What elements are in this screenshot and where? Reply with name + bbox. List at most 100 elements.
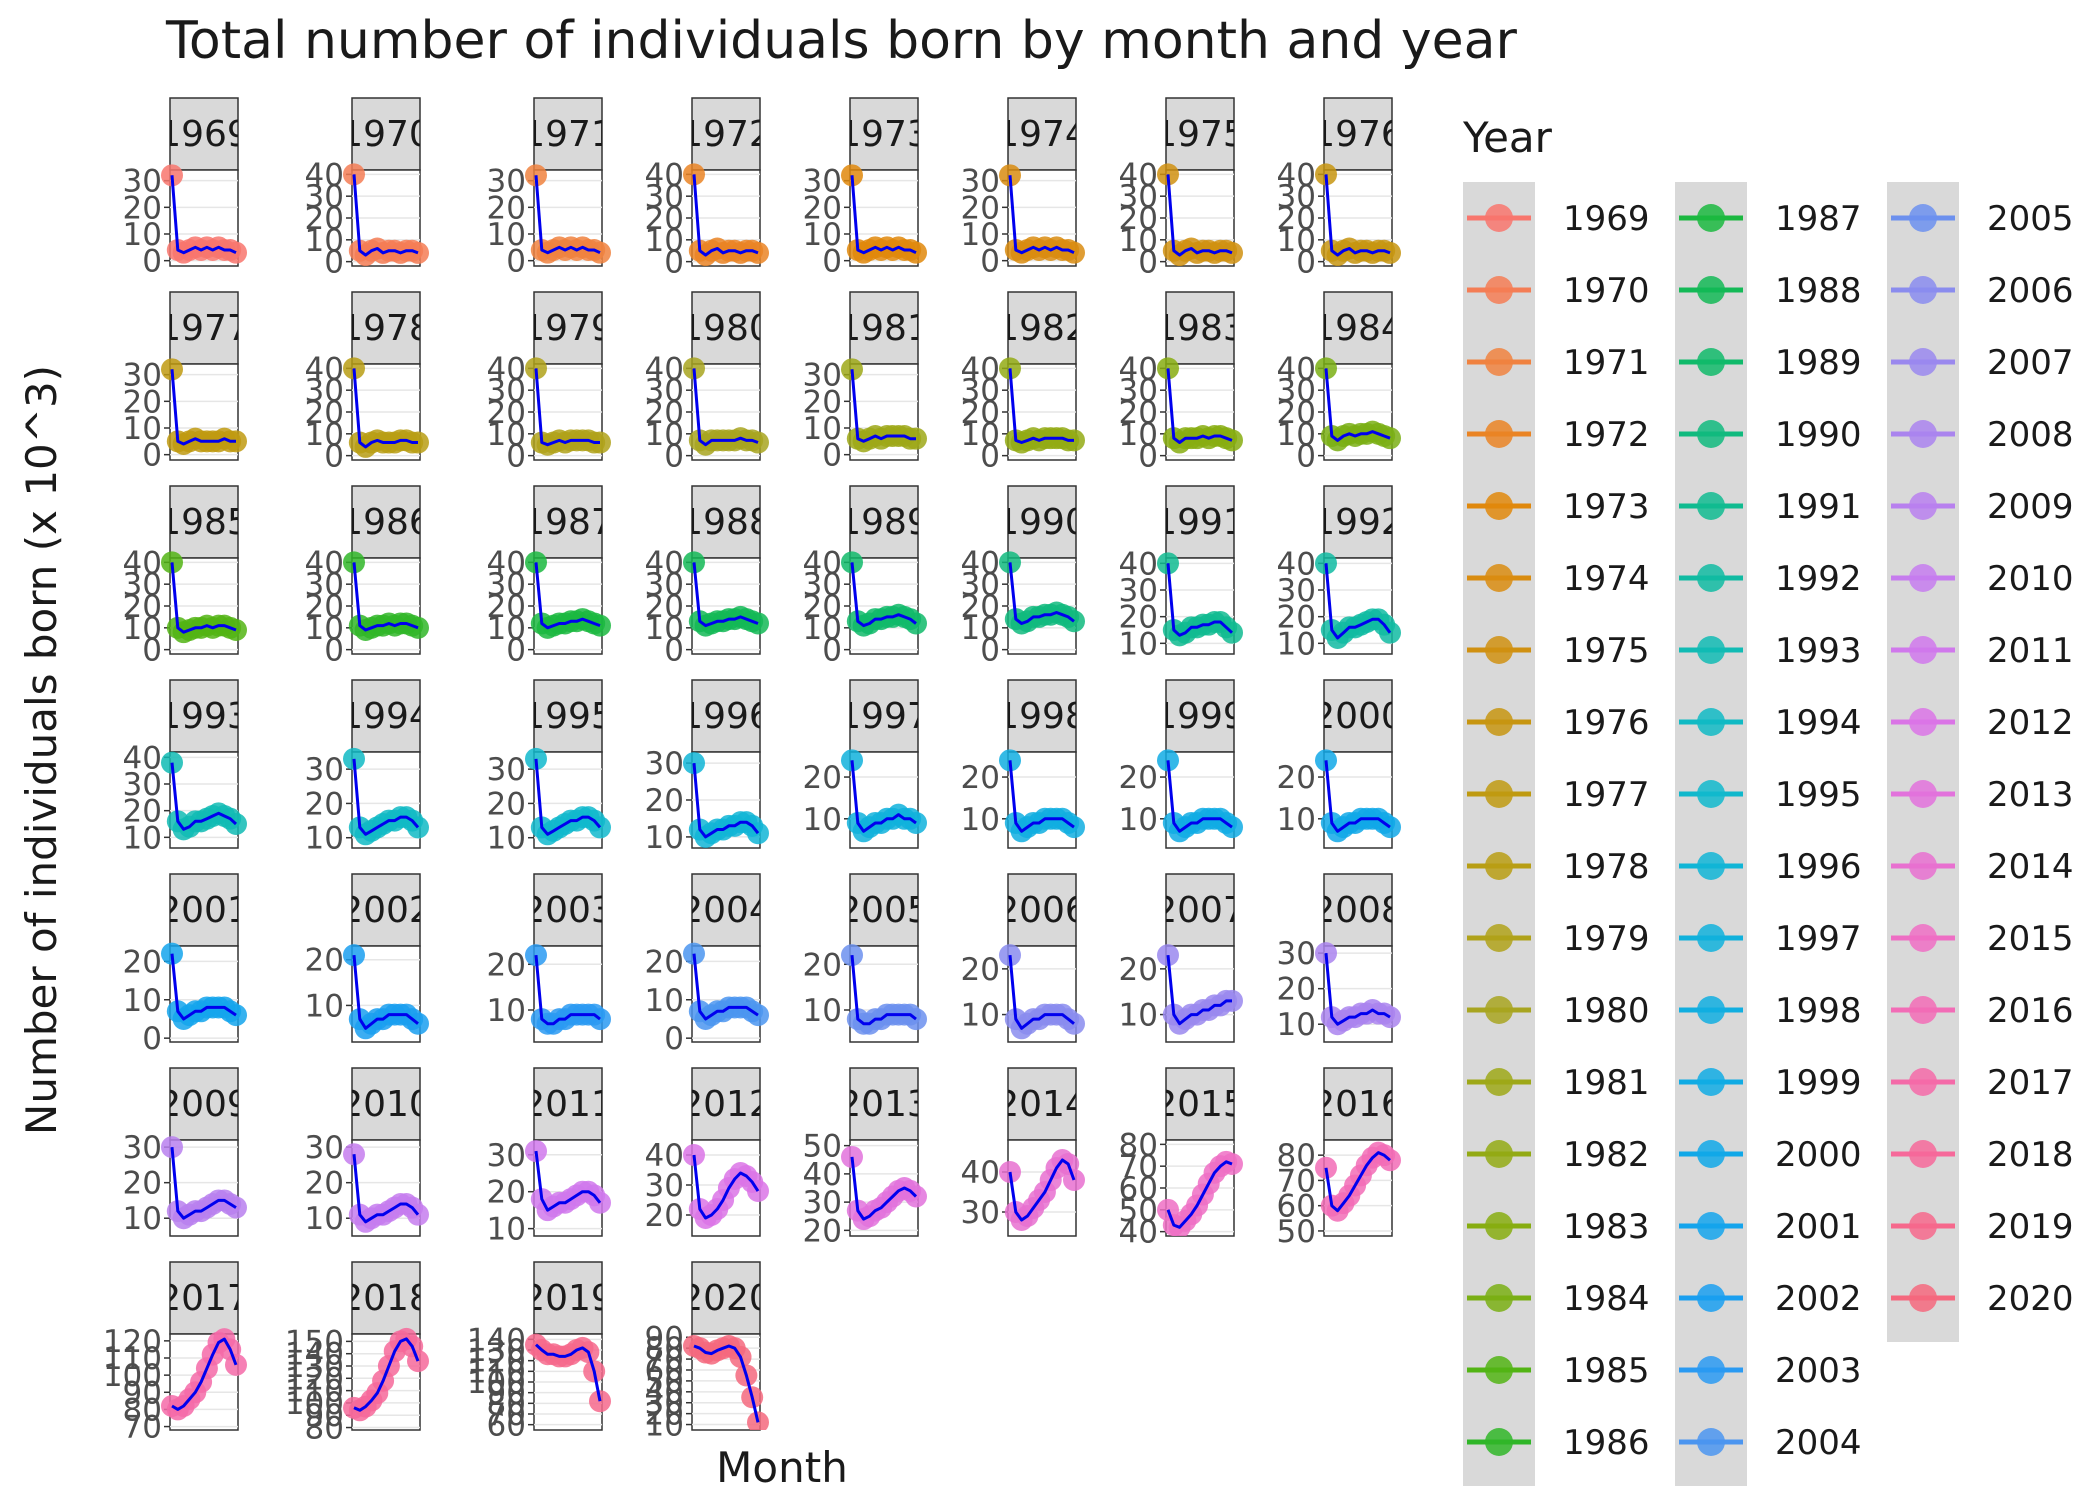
strip-label: 1985 (158, 502, 250, 543)
legend-item-1977: 1977 (1467, 775, 1650, 815)
smooth-line-2011 (534, 1150, 602, 1212)
y-tick-label: 20 (487, 786, 526, 822)
y-tick-label: 40 (487, 545, 526, 581)
legend-label: 1990 (1775, 415, 1862, 455)
strip-label: 2007 (1154, 890, 1246, 931)
y-tick-label: 40 (1277, 546, 1316, 582)
strip-background (1007, 679, 1077, 753)
legend-label: 2019 (1987, 1207, 2074, 1247)
strip-background (1007, 873, 1077, 947)
facet-panel-2002: 2002 10 20 (305, 873, 429, 1043)
strip-label: 1996 (680, 696, 772, 737)
legend-point (1485, 1068, 1513, 1096)
smooth-line-2010 (352, 1154, 420, 1224)
y-axis-label: Number of individuals born (x 10^3) (17, 365, 66, 1135)
y-tick-label: 30 (487, 752, 526, 788)
smooth-line-1990 (1008, 562, 1075, 625)
y-tick-label: 40 (1119, 546, 1158, 582)
smooth-line-1991 (1166, 563, 1234, 637)
legend-point (1485, 348, 1513, 376)
legend-label: 2013 (1987, 775, 2074, 815)
strip-background (533, 485, 603, 559)
y-tick-label: 40 (487, 351, 526, 387)
y-tick-label: 130 (467, 1333, 526, 1369)
data-point (343, 357, 365, 380)
y-tick-label: 30 (487, 567, 526, 603)
points-1981 (841, 358, 927, 453)
facet-panel-1998: 1998 10 20 (961, 679, 1085, 849)
y-tick-label: 20 (123, 190, 162, 226)
y-tick-label: 120 (467, 1344, 526, 1380)
y-tick-label: 10 (487, 993, 526, 1029)
legend-label: 2005 (1987, 199, 2074, 239)
data-point (1063, 816, 1085, 839)
y-tick-label: 20 (1119, 952, 1158, 988)
y-tick-label: 10 (305, 417, 344, 453)
legend-point (1697, 996, 1725, 1024)
data-point (683, 752, 705, 775)
y-tick-label: 10 (1277, 417, 1316, 453)
legend-label: 1973 (1563, 487, 1650, 527)
y-tick-label: 20 (305, 395, 344, 431)
y-tick-label: 20 (305, 201, 344, 237)
data-point (161, 751, 183, 774)
strip-label: 1993 (158, 696, 250, 737)
smooth-line-1993 (170, 762, 238, 831)
y-tick-label: 40 (1119, 1215, 1158, 1251)
data-point (407, 241, 429, 264)
data-point (525, 357, 547, 380)
strip-label: 2011 (522, 1084, 614, 1125)
facet-panel-1999: 1999 10 20 (1119, 679, 1243, 849)
y-tick-label: 20 (645, 1397, 684, 1433)
strip-background (1007, 1067, 1077, 1141)
data-point (747, 1004, 769, 1027)
legend-point (1697, 1140, 1725, 1168)
legend-label: 1994 (1775, 703, 1862, 743)
y-tick-label: 20 (305, 786, 344, 822)
strip-background (1323, 485, 1393, 559)
y-tick-label: 10 (123, 820, 162, 856)
y-tick-label: 140 (467, 1322, 526, 1358)
legend-point (1697, 924, 1725, 952)
y-tick-label: 20 (123, 944, 162, 980)
y-tick-label: 10 (961, 802, 1000, 838)
y-tick-label: 30 (803, 567, 842, 603)
legend-point (1485, 420, 1513, 448)
smooth-line-2005 (850, 954, 917, 1026)
y-tick-label: 20 (305, 1166, 344, 1202)
y-tick-label: 30 (645, 1168, 684, 1204)
y-tick-label: 0 (506, 633, 526, 669)
smooth-line-1980 (692, 368, 759, 447)
strip-label: 1973 (838, 114, 930, 155)
facet-panel-2014: 2014 30 40 (961, 1067, 1085, 1237)
y-tick-label: 10 (123, 217, 162, 253)
legend-label: 1985 (1563, 1351, 1650, 1391)
y-tick-label: 30 (305, 179, 344, 215)
legend-label: 1972 (1563, 415, 1650, 455)
data-point (525, 551, 547, 574)
strip-background (849, 291, 919, 365)
smooth-line-2013 (850, 1156, 918, 1221)
legend-label: 1975 (1563, 631, 1650, 671)
smooth-line-2020 (693, 1344, 760, 1423)
legend-item-1979: 1979 (1467, 919, 1650, 959)
data-point (683, 357, 705, 380)
y-tick-label: 80 (123, 1392, 162, 1428)
y-tick-label: 10 (1277, 802, 1316, 838)
y-tick-label: 40 (1277, 351, 1316, 387)
legend-label: 1980 (1563, 991, 1650, 1031)
y-tick-label: 10 (1277, 1007, 1316, 1043)
smooth-line-1985 (170, 562, 237, 634)
facet-panel-2000: 2000 10 20 (1277, 679, 1401, 849)
y-tick-label: 20 (1277, 395, 1316, 431)
legend-point (1909, 348, 1937, 376)
strip-background (1007, 291, 1077, 365)
